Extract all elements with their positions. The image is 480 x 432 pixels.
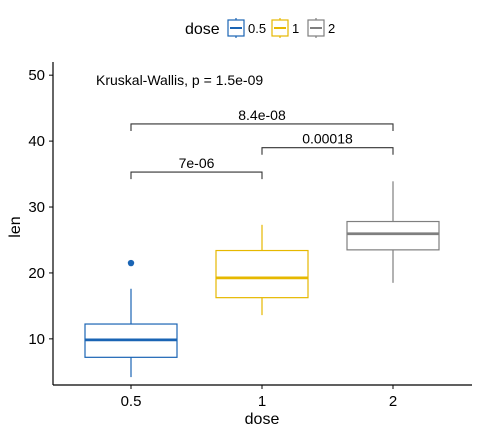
outlier-point: [127, 259, 135, 267]
x-tick-label: 1: [258, 393, 266, 410]
box-iqr: [215, 249, 309, 299]
kruskal-wallis-label: Kruskal-Wallis, p = 1.5e-09: [96, 72, 263, 88]
y-tick-label: 40: [28, 133, 45, 150]
y-tick-label: 50: [28, 67, 45, 84]
box-0_5: [84, 259, 178, 378]
p-value-label: 8.4e-08: [238, 107, 286, 123]
comparison-bracket: 0.00018: [261, 131, 394, 155]
comparison-bracket: 7e-06: [130, 155, 263, 180]
box-2: [346, 181, 440, 283]
x-tick-label: 0.5: [121, 393, 142, 410]
legend-title: dose: [185, 21, 220, 38]
y-tick-label: 30: [28, 199, 45, 216]
axes: 10 20 30 40 50 0.5 1 2: [28, 62, 472, 410]
legend-item: 1: [271, 18, 299, 38]
bracket-line: [130, 171, 263, 180]
legend-item: 2: [307, 18, 335, 38]
p-value-label: 7e-06: [179, 155, 215, 171]
p-value-label: 0.00018: [302, 131, 353, 147]
bracket-line: [261, 147, 394, 155]
legend-label: 0.5: [248, 21, 266, 36]
y-axis-title: len: [7, 216, 24, 237]
legend-item: 0.5: [227, 18, 266, 38]
y-tick-label: 20: [28, 265, 45, 282]
legend-label: 2: [328, 21, 335, 36]
legend: dose 0.5 1 2: [185, 18, 335, 38]
plot-area: 7e-06 0.00018 8.4e-08 Kruskal-Wallis, p = 1…: [84, 72, 440, 378]
comparison-bracket: 8.4e-08: [130, 107, 394, 131]
box-iqr: [346, 220, 440, 251]
legend-label: 1: [292, 21, 299, 36]
bracket-line: [130, 123, 394, 131]
x-axis-title: dose: [245, 411, 280, 428]
y-tick-label: 10: [28, 331, 45, 348]
x-tick-label: 2: [389, 393, 397, 410]
box-1: [215, 224, 309, 316]
